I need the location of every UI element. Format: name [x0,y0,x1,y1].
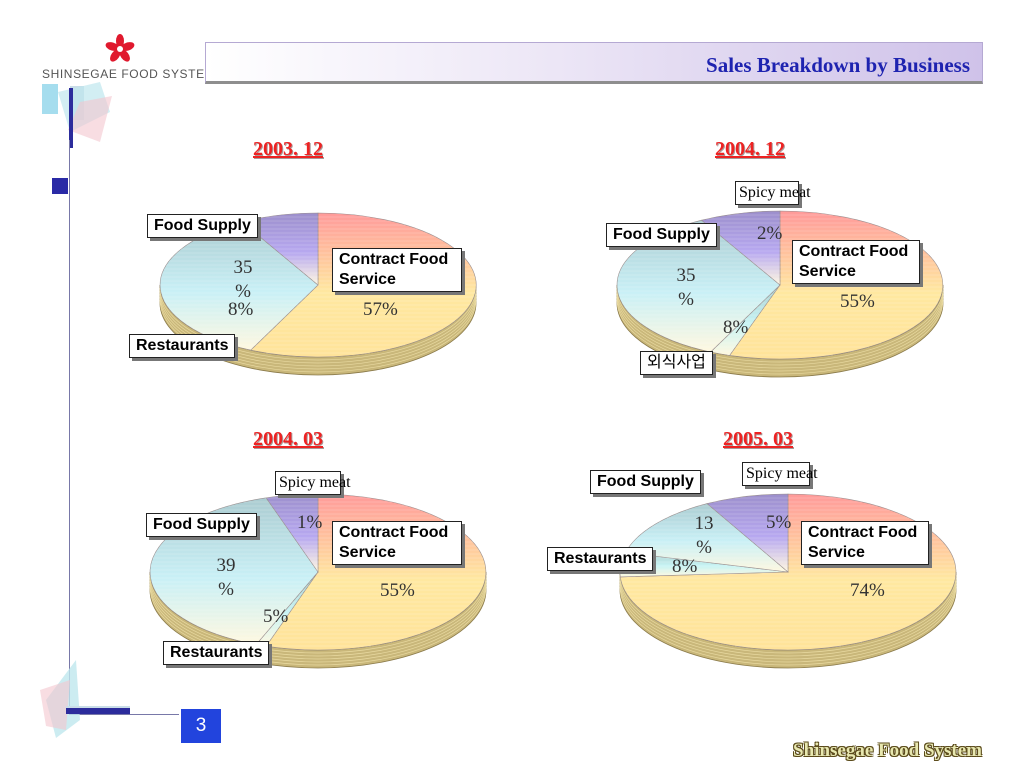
slice-value-contract-food-service: 55% [840,291,875,312]
pie-side-stripe [149,580,487,660]
pie-slice-spicy-meat [255,571,319,647]
slice-value-spicy-meat: 2% [757,223,783,244]
pie-slice-spicy-meat [709,284,781,356]
pie-side-depth [616,284,944,378]
horizontal-rule [69,714,179,715]
pie-slice-restaurants [241,212,319,286]
pie-side-stripe [619,577,957,657]
slice-value-contract-food-service: 57% [363,299,398,320]
pie-side-stripe [619,580,957,660]
pie-slice-contract-food-service [250,212,477,358]
slice-label-contract-food-service: Contract Food Service [332,248,462,292]
pie-side-stripe [619,574,957,654]
slice-label-spicy-meat: Spicy meat [742,462,818,486]
slice-value-food-supply: 35 % [233,257,253,302]
slice-label-contract-food-service: Contract Food Service [332,521,462,565]
decorative-shapes-icon [42,82,112,148]
slice-label-spicy-meat: Spicy meat [275,471,351,495]
chart-title: 2004. 03 [253,428,323,450]
chart-title: 2005. 03 [723,428,793,450]
slice-value-restaurants: 5% [263,606,289,627]
bullet-square [52,178,68,194]
slice-value-contract-food-service: 55% [380,580,415,601]
pie-slice-contract-food-service [619,493,957,651]
page-number: 3 [181,709,221,743]
slice-label-contract-food-service: Contract Food Service [801,521,929,565]
pie-side-stripe [149,577,487,657]
slice-label-food-supply: Food Supply [606,223,717,247]
pie-side-stripe [159,287,477,361]
pie-slice-food-supply [624,503,789,573]
slice-value-spicy-meat: 1% [297,512,323,533]
pie-side-stripe [616,299,944,375]
pie-side-stripe [149,586,487,666]
slice-label-restaurants: Restaurants [547,547,654,571]
pie-side-stripe [159,293,477,367]
pie-slice-food-supply [149,497,319,645]
pie-side-stripe [619,583,957,663]
slice-label-contract-food-service: Contract Food Service [792,240,920,284]
slice-value-restaurants: 8% [672,556,698,577]
pie-side-stripe [149,583,487,663]
pie-side-stripe [159,296,477,370]
pie-side-stripe [159,290,477,364]
slice-value-restaurants: 8% [723,317,749,338]
vertical-rule [69,140,70,712]
pie-side-depth [619,571,957,669]
logo-text: SHINSEGAE FOOD SYSTEM [42,67,216,81]
slice-value-food-supply: 35 % [676,265,696,310]
pie-side-stripe [619,586,957,666]
pie-slice-restaurants [706,493,789,573]
slice-value-food-supply: 39 % [216,555,236,600]
pie-slice-food-supply [616,219,781,353]
slice-label-food-supply: Food Supply [146,513,257,537]
title-bar: Sales Breakdown by Business [205,42,983,84]
pie-slice-food-supply [159,221,319,351]
slice-label-restaurants-korean: 외식사업 [640,351,713,375]
pie-slice-spicy-meat [619,552,789,578]
pie-side-stripe [616,293,944,369]
pie-side-stripe [616,296,944,372]
pie-slice-contract-food-service [729,210,944,360]
slice-value-food-supply: 13 % [694,513,714,558]
pie-side-stripe [616,290,944,366]
pie-side-depth [149,571,487,669]
slice-value-contract-food-service: 74% [850,580,885,601]
pie-side-stripe [159,299,477,373]
flower-logo-icon [105,34,135,62]
slice-label-spicy-meat: Spicy meat [735,181,811,205]
pie-slice-restaurants-korean [700,210,781,286]
slice-value-restaurants: 8% [228,299,254,320]
pie-side-stripe [149,574,487,654]
slice-label-food-supply: Food Supply [590,470,701,494]
slide-title: Sales Breakdown by Business [706,53,970,77]
company-logo: SHINSEGAE FOOD SYSTEM [36,34,215,86]
slice-label-food-supply: Food Supply [147,214,258,238]
pie-slice-contract-food-service [265,493,487,651]
chart-title: 2004. 12 [715,138,785,160]
pie-side-stripe [616,287,944,363]
pie-slice-restaurants [265,493,319,573]
slice-label-restaurants: Restaurants [163,641,270,665]
decorative-shapes-bottom-icon [40,660,130,738]
pie-side-depth [159,284,477,376]
slice-value-spicy-meat: 5% [766,512,792,533]
chart-title: 2003. 12 [253,138,323,160]
slice-label-restaurants: Restaurants [129,334,236,358]
footer-brand: Shinsegae Food System [793,740,982,761]
